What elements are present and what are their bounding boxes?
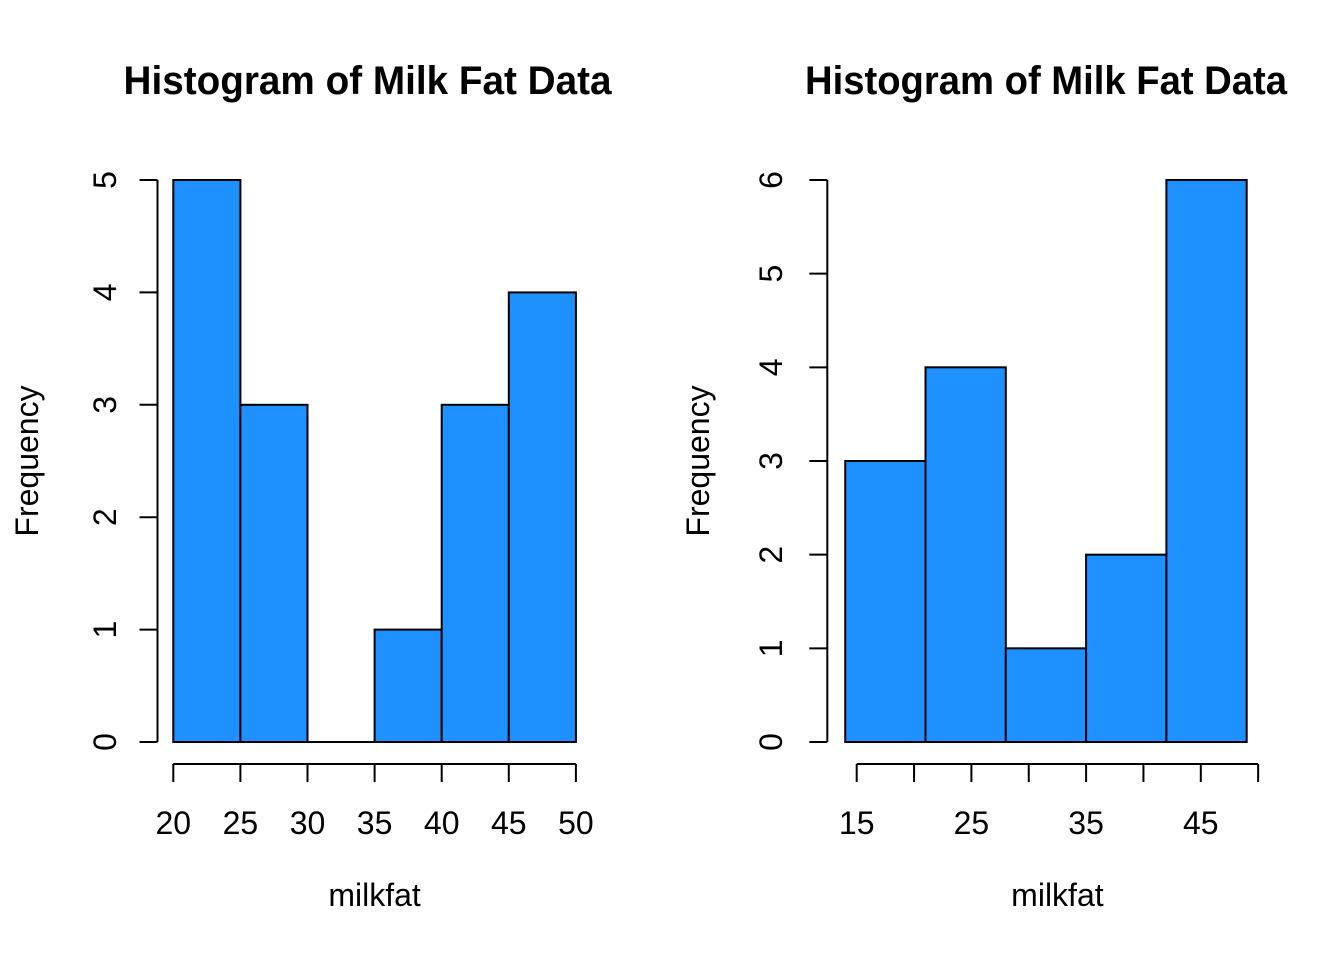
y-axis-title: Frequency — [680, 385, 716, 536]
y-axis-tick-label: 1 — [87, 621, 123, 639]
histogram-bar — [924, 366, 1007, 743]
chart-title: Histogram of Milk Fat Data — [805, 59, 1288, 103]
y-axis-tick-label: 3 — [753, 452, 789, 470]
y-axis-tick-label: 2 — [87, 508, 123, 526]
x-axis-tick-label: 45 — [1183, 805, 1219, 841]
y-axis-tick-label: 1 — [753, 639, 789, 657]
x-axis-title: milkfat — [1011, 877, 1104, 913]
y-axis-tick-label: 4 — [753, 358, 789, 376]
x-axis-tick-label: 35 — [1068, 805, 1104, 841]
x-axis-tick-label: 40 — [424, 805, 460, 841]
y-axis-tick-label: 5 — [87, 171, 123, 189]
x-axis-tick-label: 25 — [954, 805, 990, 841]
x-axis-tick-label: 35 — [357, 805, 393, 841]
y-axis-tick-label: 4 — [87, 284, 123, 302]
histogram-bar — [1085, 553, 1168, 743]
histogram-bar — [844, 459, 927, 743]
histogram-bar — [1165, 178, 1248, 744]
histogram-bar — [1004, 647, 1088, 744]
x-axis-tick-label: 25 — [223, 805, 259, 841]
histogram-panel-right: 0 1 2 3 4 5 6 15 25 35 45 Histogram of Milk Fat Da… — [672, 0, 1344, 960]
x-axis-tick-label: 20 — [156, 805, 192, 841]
histogram-panel-left: 0 1 2 3 4 5 20 25 30 35 40 45 50 Histogram of Milk F… — [9, 59, 613, 913]
y-axis-tick-label: 0 — [87, 733, 123, 751]
chart-title: Histogram of Milk Fat Data — [124, 59, 613, 103]
histogram-bar — [239, 403, 309, 743]
histogram-bar — [507, 291, 577, 743]
x-axis-tick-label: 45 — [491, 805, 527, 841]
y-axis-title: Frequency — [9, 385, 45, 536]
y-axis-tick-label: 3 — [87, 396, 123, 414]
x-axis-title: milkfat — [328, 877, 421, 913]
histogram-bar — [172, 179, 242, 743]
x-axis-tick-label: 50 — [558, 805, 594, 841]
y-axis-tick-label: 6 — [753, 171, 789, 189]
x-axis-tick-label: 15 — [839, 805, 875, 841]
x-axis-tick-label: 30 — [290, 805, 326, 841]
y-axis-tick-label: 0 — [753, 733, 789, 751]
y-axis-tick-label: 2 — [753, 546, 789, 564]
y-axis-tick-label: 5 — [753, 265, 789, 283]
histogram-bar — [440, 403, 510, 743]
histogram-bar — [373, 628, 443, 743]
